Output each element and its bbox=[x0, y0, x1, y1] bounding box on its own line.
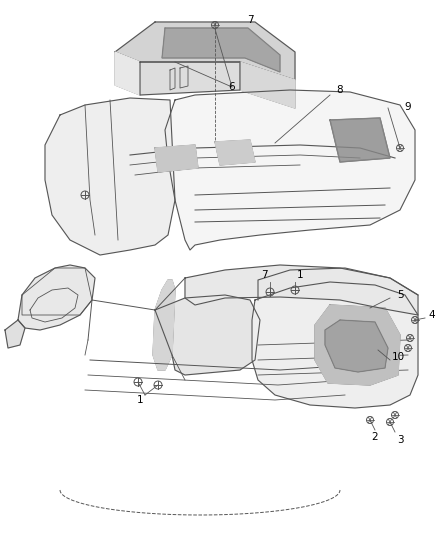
Polygon shape bbox=[5, 320, 25, 348]
Polygon shape bbox=[325, 320, 388, 372]
Polygon shape bbox=[252, 282, 418, 408]
Text: 7: 7 bbox=[261, 270, 267, 280]
Polygon shape bbox=[155, 145, 198, 172]
Text: 9: 9 bbox=[405, 102, 411, 112]
Text: 1: 1 bbox=[297, 270, 303, 280]
Text: 2: 2 bbox=[372, 432, 378, 442]
Polygon shape bbox=[240, 62, 295, 108]
Polygon shape bbox=[45, 98, 175, 255]
Polygon shape bbox=[330, 118, 390, 162]
Polygon shape bbox=[140, 62, 240, 95]
Text: 4: 4 bbox=[429, 310, 435, 320]
Polygon shape bbox=[115, 52, 140, 95]
Text: 5: 5 bbox=[397, 290, 403, 300]
Polygon shape bbox=[215, 140, 255, 165]
Polygon shape bbox=[162, 28, 280, 72]
Polygon shape bbox=[185, 265, 418, 315]
Polygon shape bbox=[315, 305, 400, 385]
Polygon shape bbox=[18, 265, 95, 330]
Text: 7: 7 bbox=[247, 15, 253, 25]
Text: 1: 1 bbox=[137, 395, 143, 405]
Polygon shape bbox=[155, 295, 260, 375]
Polygon shape bbox=[153, 280, 175, 370]
Text: 10: 10 bbox=[392, 352, 405, 362]
Polygon shape bbox=[115, 22, 295, 80]
Text: 3: 3 bbox=[397, 435, 403, 445]
Text: 6: 6 bbox=[229, 82, 235, 92]
Text: 8: 8 bbox=[337, 85, 343, 95]
Polygon shape bbox=[165, 90, 415, 250]
